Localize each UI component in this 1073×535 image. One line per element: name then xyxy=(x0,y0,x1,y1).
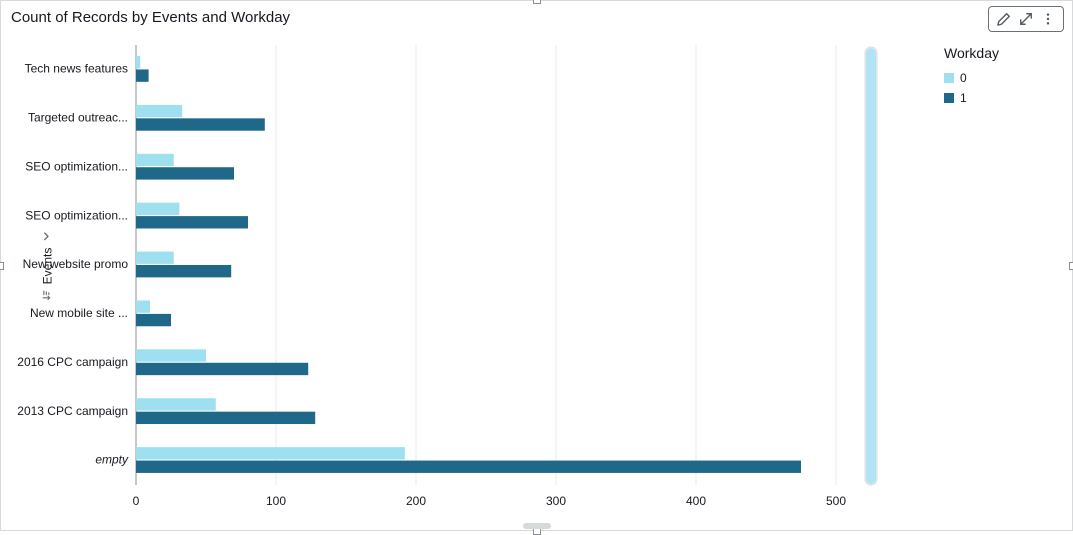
x-tick-label: 300 xyxy=(546,494,566,508)
legend: Workday 0 1 xyxy=(944,45,1044,111)
bar[interactable] xyxy=(136,118,265,130)
bar[interactable] xyxy=(136,412,315,424)
bar[interactable] xyxy=(136,252,174,264)
sort-icon xyxy=(41,290,54,300)
chart-title: Count of Records by Events and Workday xyxy=(11,9,290,26)
category-label: Targeted outreac... xyxy=(28,111,128,125)
category-label: 2016 CPC campaign xyxy=(17,355,128,369)
bar[interactable] xyxy=(136,154,174,166)
legend-item-label: 1 xyxy=(960,91,967,105)
expand-icon[interactable] xyxy=(1015,8,1037,30)
resize-handle-top[interactable] xyxy=(533,0,541,4)
bar[interactable] xyxy=(136,56,140,68)
chart-svg: 0 100 200 300 400 500 Tech news features Target… xyxy=(1,35,1072,520)
horizontal-scrollbar-thumb[interactable] xyxy=(523,523,551,529)
category-label: empty xyxy=(95,453,129,467)
legend-item[interactable]: 0 xyxy=(944,71,1044,85)
category-label: SEO optimization... xyxy=(25,208,128,222)
legend-item[interactable]: 1 xyxy=(944,91,1044,105)
bar[interactable] xyxy=(136,300,150,312)
bar[interactable] xyxy=(136,203,179,215)
bar[interactable] xyxy=(136,314,171,326)
x-tick-label: 100 xyxy=(266,494,286,508)
x-tick-label: 400 xyxy=(686,494,706,508)
bar[interactable] xyxy=(136,398,216,410)
category-label: SEO optimization... xyxy=(25,159,128,173)
edit-icon[interactable] xyxy=(993,8,1015,30)
bar[interactable] xyxy=(136,363,308,375)
bar[interactable] xyxy=(136,265,231,277)
bar[interactable] xyxy=(136,349,206,361)
x-tick-label: 0 xyxy=(133,494,140,508)
bar[interactable] xyxy=(136,69,149,81)
x-tick-label: 500 xyxy=(826,494,846,508)
bar[interactable] xyxy=(136,167,234,179)
legend-swatch xyxy=(944,73,954,83)
legend-title: Workday xyxy=(944,45,1044,61)
chart-panel: Count of Records by Events and Workday 0… xyxy=(0,0,1073,531)
chart-scrollbar-thumb[interactable] xyxy=(866,48,876,484)
y-axis-label-text: Events xyxy=(40,247,54,284)
category-label: New mobile site ... xyxy=(30,306,128,320)
more-icon[interactable] xyxy=(1037,8,1059,30)
category-label: Tech news features xyxy=(25,62,128,76)
bar[interactable] xyxy=(136,105,182,117)
legend-item-label: 0 xyxy=(960,71,967,85)
y-axis-label[interactable]: Events xyxy=(40,231,54,300)
horizontal-scrollbar[interactable] xyxy=(9,523,1064,529)
bar[interactable] xyxy=(136,461,801,473)
chart-toolbar xyxy=(988,6,1064,32)
category-label: New website promo xyxy=(23,257,129,271)
bar[interactable] xyxy=(136,216,248,228)
chevron-down-icon xyxy=(40,231,54,241)
x-tick-label: 200 xyxy=(406,494,426,508)
bar[interactable] xyxy=(136,447,405,459)
category-label: 2013 CPC campaign xyxy=(17,404,128,418)
legend-swatch xyxy=(944,93,954,103)
chart-area: 0 100 200 300 400 500 Tech news features Target… xyxy=(1,35,1072,520)
